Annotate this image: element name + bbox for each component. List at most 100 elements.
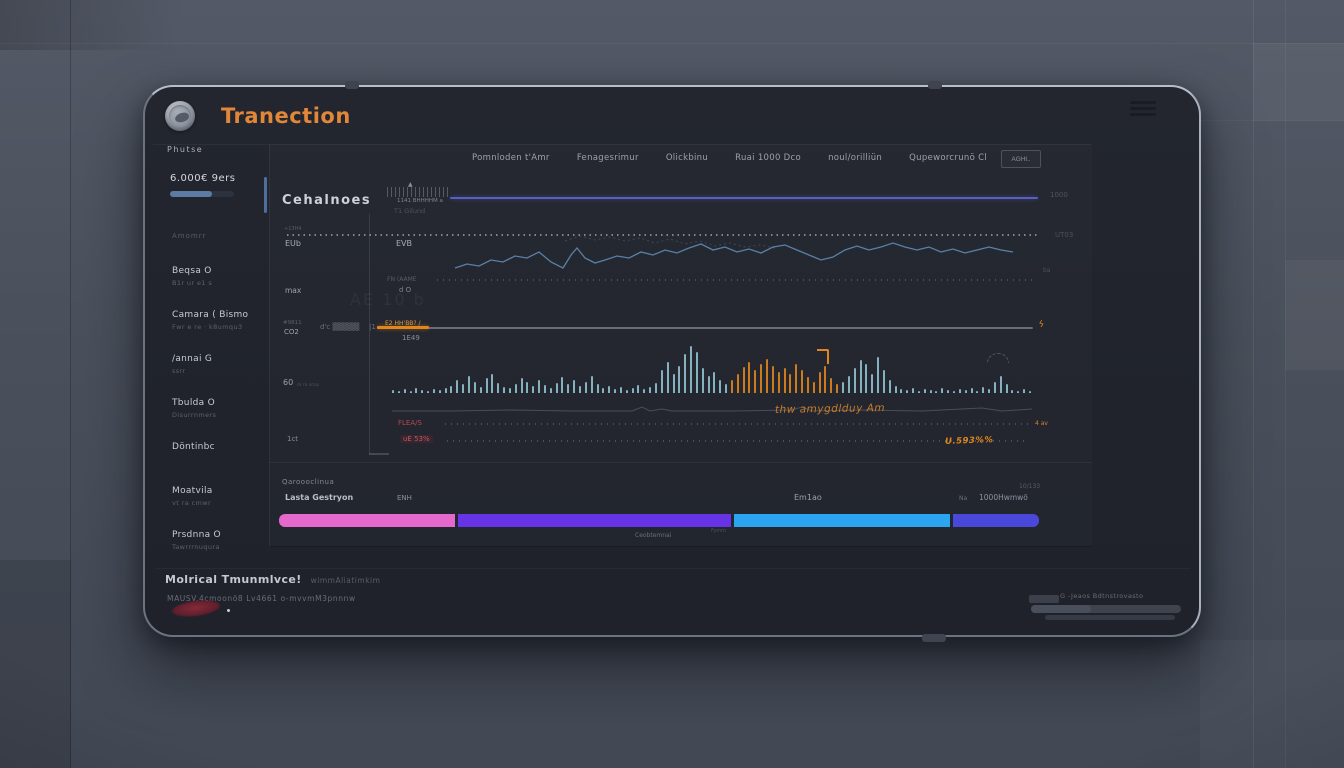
bar [836,384,839,393]
bar [631,388,634,393]
sidebar-item-label: Prsdnna O [172,530,221,540]
sidebar-item-sub: Tawrrrnuqura [172,543,220,551]
allocation-segment[interactable] [457,514,731,527]
bar [929,390,932,393]
bar [614,389,617,393]
chart-title: Cehalnoes [282,193,372,208]
gray-line [377,327,1033,329]
bar [958,389,961,393]
blue-line-chart [454,235,1014,269]
nav-item[interactable]: Qupeworcrunö Cl [909,153,987,163]
sidebar-header: Phutse [167,145,204,154]
bar [777,372,780,393]
sidebar-item-faint[interactable]: Amomrr [172,232,207,240]
bar [766,359,768,393]
bar [953,391,955,393]
nav-item[interactable]: noul/orilliün [828,153,883,163]
axis-line-foot [369,453,389,455]
bar [415,388,418,393]
bar [894,386,897,393]
series2-left-label: EUb [285,239,301,248]
bar [596,384,599,393]
allocation-segment[interactable] [279,514,455,527]
bar [672,374,675,393]
bar [701,368,704,393]
sidebar-items: Beqsa O B1r ur e1 s Camara ( Bismo Fwr e re… [172,266,267,574]
bar [1028,391,1031,393]
series1-right-value: 1000 [1050,191,1068,199]
footer-title: Molrical Tmunmlvce! wimmAliatimkim [165,573,380,586]
orange-small-label: 4 av [1035,420,1048,427]
bar [625,390,628,393]
sidebar-item[interactable]: Prsdnna O Tawrrrnuqura [172,530,267,574]
chart-watermark: AE 10 b [350,290,426,309]
footer-slider-track2[interactable] [1045,615,1175,620]
bar [818,372,821,393]
sidebar-item-sub: Disurrnmers [172,411,217,419]
nav-item[interactable]: Fenagesrimur [576,153,639,163]
app-logo-coin-icon[interactable] [165,101,195,131]
sidebar-item[interactable]: Moatvila vt ra cmwr [172,486,267,530]
bar [467,376,470,393]
bars-left-label: 60 [283,378,294,387]
nav-item[interactable]: Ruai 1000 Dco [735,153,801,163]
bar [906,390,909,393]
allocation-gradient-bar[interactable] [279,514,1039,527]
sidebar-item[interactable]: /annai G ssrr [172,354,267,398]
allocation-mid-label: Em1ao [794,493,822,502]
series4-left-top: #9811 [283,320,302,326]
bar [830,378,833,393]
flat-purple-line [450,197,1038,199]
bg-grid-line-h1 [0,43,1344,44]
dotted-row-red2 [447,440,1027,442]
bar [421,390,424,393]
allocation-segment[interactable] [953,514,1039,527]
bar [1017,391,1020,393]
bar [847,376,850,393]
bar [608,386,611,393]
bar [882,370,885,393]
sidebar-balance: 6.000€ 9ers [170,173,236,184]
bar [479,387,482,393]
sidebar-progress-fill [170,191,212,197]
series2-left-top: +13H4 [284,226,302,232]
allocation-below-center: Ceobtemnai [635,532,672,539]
series4-sep-label: |1 [369,323,376,331]
bar [742,367,745,393]
tick-comb [387,187,451,197]
series1-marker-icon: ▲ [408,181,413,188]
bar [438,390,441,393]
bar [392,390,394,393]
bg-patch-bottom-right [1200,640,1344,768]
bar [543,385,546,393]
nav-item[interactable]: Olickbinu [665,153,709,163]
bar [947,390,950,393]
bar [456,380,459,393]
sidebar-item[interactable]: Tbulda O Disurrnmers [172,398,267,442]
wave-line-chart [392,406,1033,412]
logo-inner-ring [169,105,191,127]
sidebar-item[interactable]: Döntinbc [172,442,267,486]
sidebar-item[interactable]: Beqsa O B1r ur e1 s [172,266,267,310]
bar [561,377,564,393]
bar [888,380,891,393]
sidebar-item-sub: B1r ur e1 s [172,279,213,287]
sidebar-item-sub: vt ra cmwr [172,499,212,507]
chart-panel [269,144,1092,547]
nav-action-button[interactable]: AGHl.. [1001,150,1041,168]
bar [824,366,827,393]
sidebar-scrollbar[interactable] [264,177,267,213]
footer-slider-knob[interactable] [1031,605,1091,613]
bar [865,364,868,393]
footer-slider[interactable] [1031,605,1181,613]
bar [450,386,453,393]
bar [409,391,412,393]
bar [666,362,669,393]
bar [941,388,944,393]
allocation-segment[interactable] [733,514,951,527]
bar [806,377,809,393]
nav-item[interactable]: Pomnloden t'Amr [472,153,550,163]
device-frame: Tranection Phutse 6.000€ 9ers Amomrr Beq… [143,81,1201,642]
sidebar-item[interactable]: Camara ( Bismo Fwr e re · k8umqu3 [172,310,267,354]
bar [549,388,552,393]
